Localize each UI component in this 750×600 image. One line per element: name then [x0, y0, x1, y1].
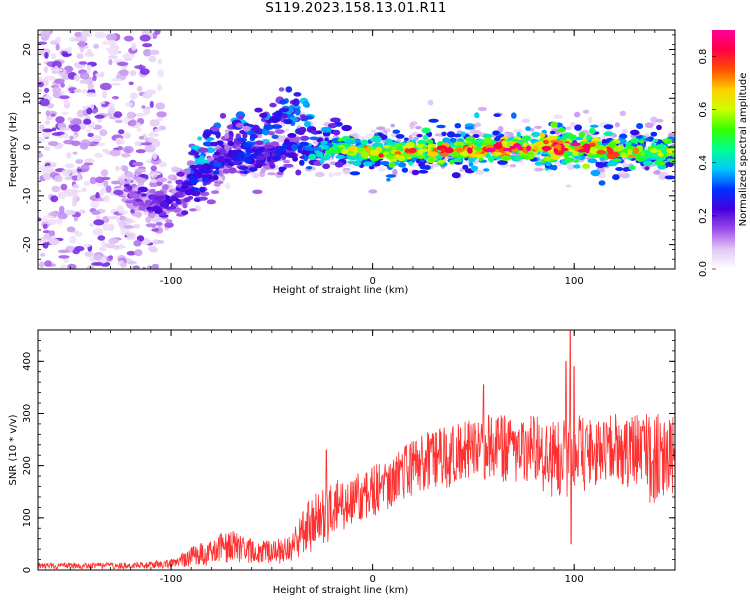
spectrogram-ytick-label: 20 — [22, 43, 33, 56]
spectrogram-ytick-label: 10 — [22, 92, 33, 105]
colorbar: 0.0 0.2 0.4 0.6 0.8 Normalized spectral ampl… — [698, 30, 749, 277]
colorbar-tick-label: 0.8 — [698, 49, 709, 65]
spectrogram-ytick-label: -10 — [22, 188, 33, 204]
snr-xtick-label: -100 — [160, 574, 183, 585]
spectrogram-ytick-label: -20 — [22, 236, 33, 252]
colorbar-tick-label: 0.4 — [698, 155, 709, 171]
colorbar-label: Normalized spectral amplitude — [738, 73, 749, 227]
colorbar-gradient — [712, 30, 735, 269]
spectrogram-ridge — [123, 112, 675, 229]
snr-y-axis-label: SNR (10 * v/v) — [8, 414, 19, 485]
figure-title: S119.2023.158.13.01.R11 — [265, 0, 447, 16]
snr-xtick-label: 0 — [369, 574, 375, 585]
snr-x-axis-label: Height of straight line (km) — [273, 585, 409, 596]
spectrogram-frame — [37, 29, 676, 270]
snr-ytick-label: 100 — [22, 508, 33, 527]
spectrogram-xtick-label: -100 — [160, 276, 183, 287]
spectrogram-x-axis-label: Height of straight line (km) — [273, 285, 409, 296]
spectrogram-y-axis-label: Frequency (Hz) — [8, 112, 19, 188]
spectrogram-ytick-label: 0 — [22, 144, 33, 150]
snr-ytick-label: 0 — [22, 567, 33, 573]
colorbar-tick-label: 0.0 — [698, 261, 709, 277]
snr-frame — [37, 329, 676, 571]
snr-ytick-label: 400 — [22, 352, 33, 371]
snr-panel: -100 0 100 0 100 200 300 400 Height of straight… — [8, 329, 676, 596]
spectrogram-xtick-label: 100 — [565, 276, 584, 287]
colorbar-ticks: 0.0 0.2 0.4 0.6 0.8 — [698, 49, 716, 277]
snr-series-line — [38, 330, 675, 570]
colorbar-tick-label: 0.6 — [698, 102, 709, 118]
snr-ticks: -100 0 100 0 100 200 300 400 — [22, 329, 676, 585]
colorbar-tick-label: 0.2 — [698, 208, 709, 224]
snr-ytick-label: 200 — [22, 456, 33, 475]
spectrogram-heatmap — [38, 30, 675, 269]
snr-ytick-label: 300 — [22, 404, 33, 423]
spectrogram-xtick-label: 0 — [369, 276, 375, 287]
snr-xtick-label: 100 — [565, 574, 584, 585]
